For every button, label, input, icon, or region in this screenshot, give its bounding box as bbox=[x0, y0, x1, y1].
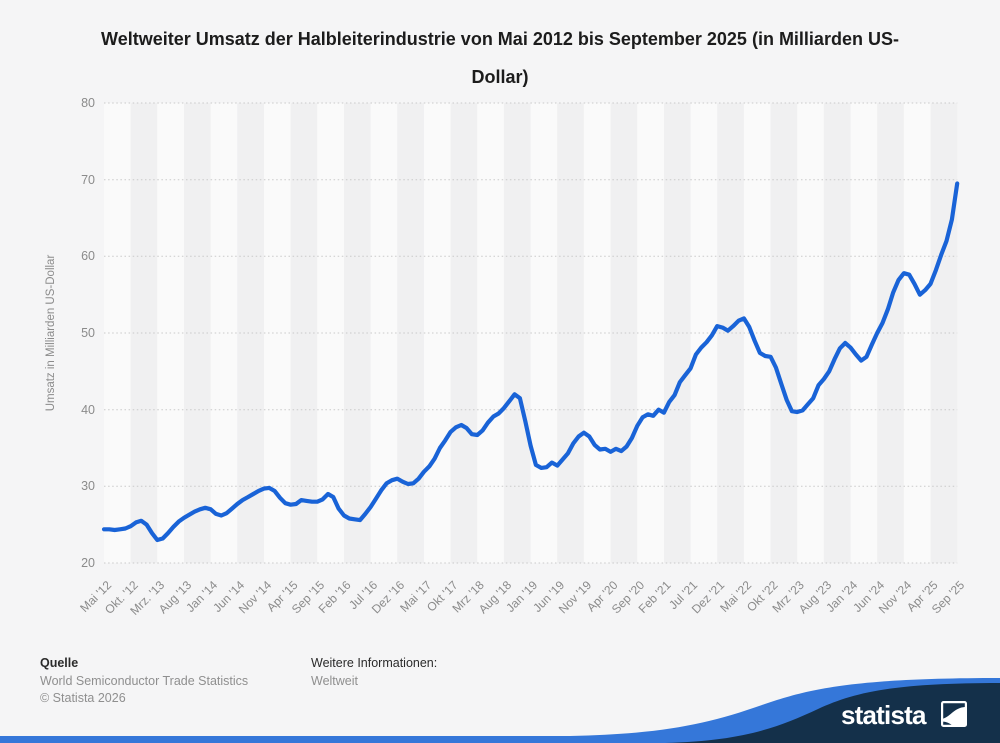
plot-band bbox=[237, 103, 264, 563]
plot-band bbox=[663, 103, 691, 563]
y-tick-label: 40 bbox=[81, 402, 95, 417]
plot-band bbox=[503, 103, 531, 563]
y-tick-label: 70 bbox=[81, 172, 95, 187]
statista-logo-text: statista bbox=[841, 700, 926, 730]
plot-band bbox=[343, 103, 371, 563]
plot-band bbox=[717, 103, 744, 563]
plot-band bbox=[450, 103, 478, 563]
plot-band bbox=[290, 103, 318, 563]
copyright-text: © Statista 2026 bbox=[40, 691, 126, 705]
y-tick-label: 30 bbox=[81, 479, 95, 494]
revenue-line-series bbox=[101, 181, 960, 543]
more-info-value: Weltweit bbox=[311, 674, 359, 688]
plot-band bbox=[610, 103, 638, 563]
source-text: World Semiconductor Trade Statistics bbox=[40, 674, 249, 688]
y-tick-label: 80 bbox=[81, 96, 95, 110]
y-tick-label: 20 bbox=[81, 556, 95, 570]
plot-band bbox=[557, 103, 584, 563]
plot-band bbox=[770, 103, 798, 563]
statista-banner-wave bbox=[0, 678, 1000, 743]
banner-navy-wave bbox=[665, 683, 1000, 743]
source-label: Quelle bbox=[40, 656, 79, 670]
chart-title: Weltweiter Umsatz der Halbleiterindustri… bbox=[101, 29, 899, 87]
more-info-label: Weitere Informationen: bbox=[311, 656, 438, 670]
plot-band bbox=[130, 103, 158, 563]
statista-logo-icon bbox=[941, 701, 967, 727]
horizontal-gridlines bbox=[104, 102, 958, 564]
banner-blue-wave bbox=[0, 678, 1000, 743]
y-tick-label: 50 bbox=[81, 326, 95, 340]
y-tick-label: 60 bbox=[81, 249, 95, 264]
plot-band bbox=[183, 103, 211, 563]
plot-band bbox=[397, 103, 424, 563]
